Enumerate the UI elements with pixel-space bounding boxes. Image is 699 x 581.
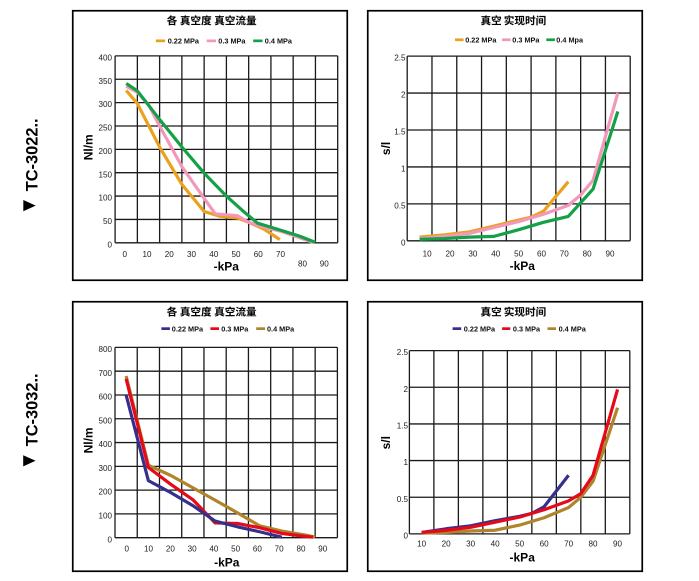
svg-text:10: 10 <box>417 539 427 548</box>
svg-text:20: 20 <box>445 250 455 259</box>
svg-text:0.3 MPa: 0.3 MPa <box>218 36 246 45</box>
svg-text:20: 20 <box>166 544 176 553</box>
svg-text:50: 50 <box>515 539 525 548</box>
svg-text:1: 1 <box>401 165 406 174</box>
svg-text:500: 500 <box>98 416 112 425</box>
svg-text:50: 50 <box>232 250 242 259</box>
svg-text:60: 60 <box>540 539 550 548</box>
svg-text:400: 400 <box>98 440 112 449</box>
svg-text:80: 80 <box>589 539 599 548</box>
svg-text:0.3 MPa: 0.3 MPa <box>513 324 541 333</box>
svg-text:40: 40 <box>491 539 501 548</box>
svg-text:-kPa: -kPa <box>510 259 536 273</box>
svg-text:60: 60 <box>253 544 263 553</box>
svg-text:800: 800 <box>98 345 112 354</box>
svg-text:80: 80 <box>298 260 308 269</box>
svg-text:TC-3022..: TC-3022.. <box>23 118 41 191</box>
svg-text:2.5: 2.5 <box>394 54 406 63</box>
svg-text:400: 400 <box>98 54 112 63</box>
svg-text:10: 10 <box>144 544 154 553</box>
svg-text:150: 150 <box>98 170 112 179</box>
svg-text:50: 50 <box>514 250 524 259</box>
svg-text:70: 70 <box>276 250 286 259</box>
svg-text:80: 80 <box>296 544 306 553</box>
svg-text:2: 2 <box>401 91 406 100</box>
svg-text:-kPa: -kPa <box>214 259 240 273</box>
svg-text:Nl/m: Nl/m <box>81 134 95 160</box>
svg-text:10: 10 <box>142 250 152 259</box>
svg-text:-kPa: -kPa <box>510 550 536 564</box>
svg-text:0.22 MPa: 0.22 MPa <box>172 324 204 333</box>
svg-text:100: 100 <box>98 194 112 203</box>
svg-text:0.4 MPa: 0.4 MPa <box>267 324 295 333</box>
svg-text:80: 80 <box>583 250 593 259</box>
svg-text:Nl/m: Nl/m <box>81 427 95 453</box>
svg-text:1.5: 1.5 <box>397 422 409 431</box>
svg-text:0: 0 <box>401 238 406 247</box>
svg-text:350: 350 <box>98 77 112 86</box>
svg-text:0: 0 <box>107 535 112 544</box>
svg-text:700: 700 <box>98 369 112 378</box>
svg-text:0: 0 <box>107 240 112 249</box>
svg-text:50: 50 <box>231 544 241 553</box>
svg-text:60: 60 <box>254 250 264 259</box>
svg-text:0: 0 <box>122 250 127 259</box>
svg-text:250: 250 <box>98 124 112 133</box>
svg-text:200: 200 <box>98 147 112 156</box>
svg-text:30: 30 <box>468 250 478 259</box>
svg-text:40: 40 <box>209 544 219 553</box>
svg-text:30: 30 <box>187 250 197 259</box>
svg-text:20: 20 <box>165 250 175 259</box>
svg-text:10: 10 <box>423 250 433 259</box>
svg-text:90: 90 <box>606 250 616 259</box>
svg-text:0.4 Mpa: 0.4 Mpa <box>556 35 584 44</box>
svg-text:200: 200 <box>98 488 112 497</box>
svg-text:s/l: s/l <box>379 436 393 449</box>
svg-text:0: 0 <box>125 544 130 553</box>
svg-text:0.4 MPa: 0.4 MPa <box>559 324 587 333</box>
svg-text:70: 70 <box>564 539 574 548</box>
svg-text:0.3 MPa: 0.3 MPa <box>221 324 249 333</box>
svg-text:90: 90 <box>613 539 623 548</box>
svg-text:0.5: 0.5 <box>394 201 406 210</box>
svg-text:2.5: 2.5 <box>397 348 409 357</box>
svg-text:30: 30 <box>466 539 476 548</box>
svg-text:70: 70 <box>275 544 285 553</box>
svg-text:s/l: s/l <box>379 142 393 155</box>
svg-text:600: 600 <box>98 393 112 402</box>
svg-text:60: 60 <box>537 250 547 259</box>
svg-text:0.4 MPa: 0.4 MPa <box>265 36 293 45</box>
svg-text:50: 50 <box>103 217 113 226</box>
svg-text:300: 300 <box>98 464 112 473</box>
svg-text:90: 90 <box>320 260 330 269</box>
svg-text:40: 40 <box>491 250 501 259</box>
svg-text:90: 90 <box>318 544 328 553</box>
svg-text:0.3 MPa: 0.3 MPa <box>512 35 540 44</box>
svg-text:20: 20 <box>442 539 452 548</box>
svg-text:0.22 MPa: 0.22 MPa <box>168 36 200 45</box>
svg-text:40: 40 <box>209 250 219 259</box>
svg-text:-kPa: -kPa <box>214 555 240 569</box>
svg-text:2: 2 <box>403 385 408 394</box>
svg-text:30: 30 <box>188 544 198 553</box>
svg-text:300: 300 <box>98 100 112 109</box>
svg-text:100: 100 <box>98 512 112 521</box>
svg-text:TC-3032..: TC-3032.. <box>23 373 41 446</box>
svg-text:0.22 MPa: 0.22 MPa <box>465 35 497 44</box>
svg-text:0.22 MPa: 0.22 MPa <box>464 324 496 333</box>
svg-text:1: 1 <box>403 458 408 467</box>
svg-text:70: 70 <box>560 250 570 259</box>
svg-text:1.5: 1.5 <box>394 128 406 137</box>
svg-text:0: 0 <box>403 532 408 541</box>
svg-text:0.5: 0.5 <box>397 495 409 504</box>
